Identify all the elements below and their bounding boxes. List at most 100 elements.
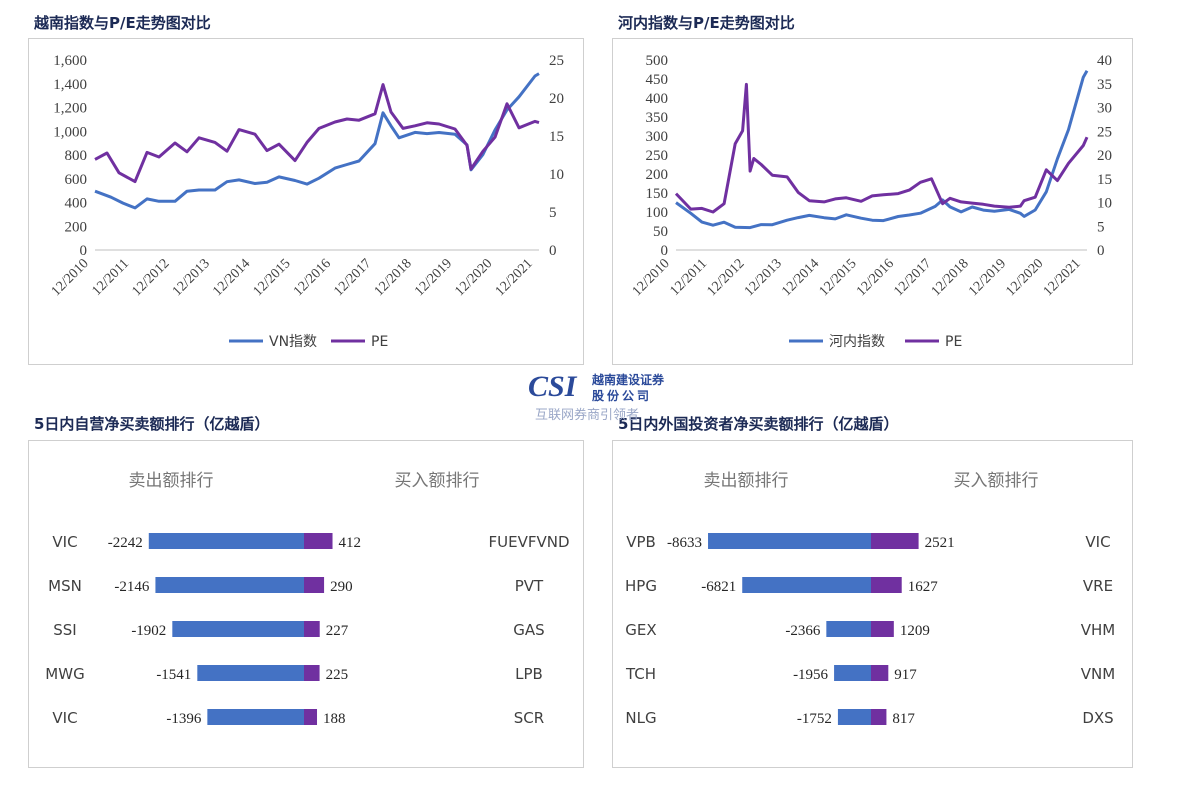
- csi-logo-brand: CSI: [528, 370, 578, 403]
- y-left-tick-label: 400: [65, 196, 88, 212]
- x-tick-label: 12/2020: [452, 256, 495, 299]
- buy-ticker: DXS: [1082, 709, 1113, 727]
- sell-ticker: GEX: [625, 621, 656, 639]
- y-right-tick-label: 5: [1097, 219, 1105, 235]
- y-right-tick-label: 0: [1097, 243, 1105, 259]
- buy-value-label: 290: [330, 579, 353, 595]
- buy-value-label: 1627: [908, 579, 939, 595]
- x-tick-label: 12/2017: [891, 256, 934, 299]
- y-left-tick-label: 200: [65, 219, 88, 235]
- sell-value-label: -2242: [108, 535, 143, 551]
- y-left-tick-label: 300: [646, 129, 669, 145]
- sell-value-label: -1956: [793, 667, 828, 683]
- x-tick-label: 12/2019: [412, 256, 455, 299]
- buy-bar: [871, 577, 902, 593]
- y-right-tick-label: 5: [549, 205, 557, 221]
- x-tick-label: 12/2015: [817, 256, 860, 299]
- x-tick-label: 12/2012: [129, 256, 172, 299]
- x-tick-label: 12/2016: [291, 256, 334, 299]
- sell-value-label: -1396: [166, 711, 201, 727]
- buy-ticker: PVT: [515, 577, 544, 595]
- x-tick-label: 12/2013: [170, 256, 213, 299]
- hn-index-pe-chart: 0 50 100 150 200 250 300 350 400 450 500 0 5 10 15 20 25…: [630, 53, 1112, 350]
- sell-ticker: VIC: [52, 709, 77, 727]
- buy-value-label: 2521: [925, 535, 955, 551]
- legend-label: VN指数: [269, 334, 317, 350]
- sell-ticker: NLG: [625, 709, 656, 727]
- x-tick-label: 12/2018: [372, 256, 415, 299]
- foreign-bar-panel: 卖出额排行 买入额排行 -8633 VPB 2521 VIC -6821 HPG 1627 VRE…: [612, 440, 1133, 768]
- prop-trading-bar-chart: 卖出额排行 买入额排行 -2242 VIC 412 FUEVFVND -2146 MSN 290…: [45, 471, 569, 727]
- buy-bar: [304, 621, 320, 637]
- sell-bar: [708, 533, 871, 549]
- buy-ticker: FUEVFVND: [488, 533, 569, 551]
- buy-ranking-header: 买入额排行: [954, 471, 1039, 491]
- y-left-tick-label: 500: [646, 53, 669, 69]
- prop-bar-panel: 卖出额排行 买入额排行 -2242 VIC 412 FUEVFVND -2146 MSN 290…: [28, 440, 584, 768]
- sell-ticker: SSI: [53, 621, 76, 639]
- series-line-index: [675, 70, 1089, 230]
- buy-value-label: 1209: [900, 623, 930, 639]
- x-tick-label: 12/2021: [493, 256, 536, 299]
- foreign-trading-title: 5日内外国投资者净买卖额排行（亿越盾）: [618, 415, 899, 433]
- sell-bar: [148, 533, 304, 549]
- buy-ticker: VHM: [1081, 621, 1115, 639]
- series-line-pe: [94, 83, 540, 184]
- x-tick-label: 12/2017: [331, 256, 374, 299]
- buy-bar: [871, 621, 894, 637]
- watermark-caption: 互联网券商引领者: [535, 408, 640, 423]
- sell-bar: [834, 665, 871, 681]
- hn-chart-panel: 0 50 100 150 200 250 300 350 400 450 500 0 5 10 15 20 25…: [612, 38, 1133, 365]
- series-line-pe: [674, 82, 1089, 214]
- sell-value-label: -2146: [114, 579, 149, 595]
- legend-label: PE: [945, 334, 962, 350]
- buy-bar: [871, 533, 919, 549]
- y-right-tick-label: 15: [549, 129, 564, 145]
- y-right-tick-label: 10: [549, 167, 564, 183]
- sell-ticker: MSN: [48, 577, 82, 595]
- x-tick-label: 12/2019: [966, 256, 1009, 299]
- sell-bar: [826, 621, 871, 637]
- x-tick-label: 12/2011: [668, 256, 711, 299]
- sell-ticker: VIC: [52, 533, 77, 551]
- y-left-tick-label: 800: [65, 148, 88, 164]
- y-left-tick-label: 1,400: [53, 77, 87, 93]
- y-left-tick-label: 600: [65, 172, 88, 188]
- sell-value-label: -6821: [701, 579, 736, 595]
- csi-logo-company-line2: 股 份 公 司: [592, 388, 649, 403]
- sell-bar: [837, 709, 871, 725]
- buy-bar: [304, 533, 333, 549]
- vn-chart-title: 越南指数与P/E走势图对比: [34, 14, 211, 32]
- legend-label: 河内指数: [829, 334, 885, 350]
- y-left-tick-label: 1,600: [53, 53, 87, 69]
- buy-bar: [871, 665, 889, 681]
- y-right-tick-label: 25: [549, 53, 564, 69]
- y-left-tick-label: 0: [661, 243, 669, 259]
- x-tick-label: 12/2010: [49, 256, 92, 299]
- buy-value-label: 917: [894, 667, 917, 683]
- x-tick-label: 12/2010: [630, 256, 673, 299]
- sell-bar: [172, 621, 304, 637]
- x-tick-label: 12/2020: [1003, 256, 1046, 299]
- y-right-tick-label: 0: [549, 243, 557, 259]
- sell-ranking-header: 卖出额排行: [704, 471, 789, 491]
- buy-ticker: SCR: [514, 709, 544, 727]
- y-right-tick-label: 35: [1097, 77, 1112, 93]
- series-line-index: [94, 72, 540, 210]
- buy-value-label: 227: [326, 623, 349, 639]
- buy-ranking-header: 买入额排行: [395, 471, 480, 491]
- sell-ranking-header: 卖出额排行: [129, 471, 214, 491]
- vn-chart-panel: 0 200 400 600 800 1,000 1,200 1,400 1,600 0 5 10 15 2…: [28, 38, 584, 365]
- buy-value-label: 188: [323, 711, 346, 727]
- y-left-tick-label: 50: [653, 224, 668, 240]
- sell-value-label: -2366: [785, 623, 820, 639]
- sell-ticker: HPG: [625, 577, 657, 595]
- x-tick-label: 12/2014: [779, 256, 822, 299]
- sell-value-label: -1541: [156, 667, 191, 683]
- y-left-tick-label: 0: [80, 243, 88, 259]
- y-left-tick-label: 450: [646, 72, 669, 88]
- y-left-tick-label: 200: [646, 167, 669, 183]
- legend-label: PE: [371, 334, 388, 350]
- csi-logo: CSI 越南建设证券 股 份 公 司: [528, 370, 665, 403]
- sell-ticker: MWG: [45, 665, 84, 683]
